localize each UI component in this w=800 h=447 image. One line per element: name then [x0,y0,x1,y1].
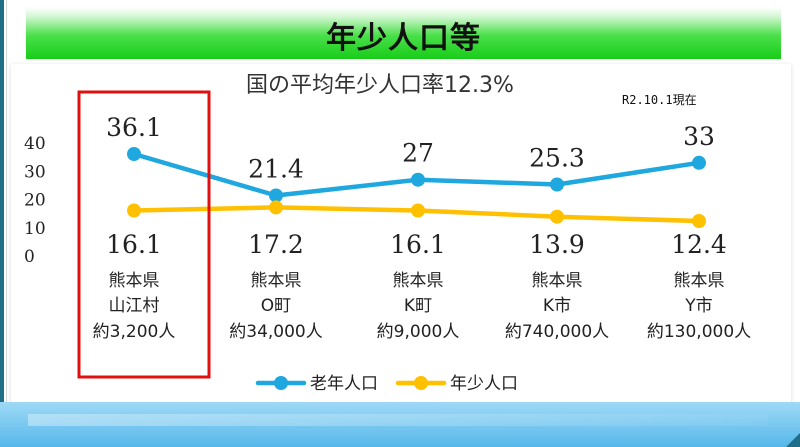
category-label: 熊本県 [109,271,160,291]
chart-panel [11,64,791,408]
data-point-youth [692,214,706,228]
data-label-youth: 16.1 [390,230,446,259]
highlight-box [77,90,211,379]
category-label: 約9,000人 [377,322,460,342]
data-point-youth [269,200,283,215]
title-banner: 年少人口等 [26,7,781,59]
data-label-elderly: 21.4 [248,155,304,184]
category-label: K市 [543,296,571,316]
category-labels: 熊本県山江村約3,200人熊本県O町約34,000人熊本県K町約9,000人熊本… [93,271,751,342]
y-tick-label: 40 [24,134,46,154]
y-axis-ticks: 0 10 20 30 40 [24,134,46,267]
data-point-elderly [269,188,283,203]
y-tick-label: 30 [24,162,46,182]
data-label-elderly: 25.3 [529,144,585,173]
data-label-youth: 12.4 [671,230,727,259]
y-tick-label: 10 [24,219,46,239]
data-point-youth [411,203,425,218]
bottom-banner [0,402,800,447]
date-note: R2.10.1現在 [622,93,697,107]
y-tick-label: 0 [24,247,35,267]
data-point-youth [550,209,564,224]
category-label: Y市 [684,296,712,316]
left-accent-bar [0,0,4,447]
category-label: 山江村 [109,296,160,316]
category-label: 約34,000人 [229,322,322,342]
category-label: 約3,200人 [93,322,176,342]
y-tick-label: 20 [24,191,46,211]
left-accent-line [6,0,7,447]
category-label: 熊本県 [393,271,444,291]
category-label: 約130,000人 [647,322,751,342]
category-label: 約740,000人 [505,322,609,342]
legend: 老年人口 年少人口 [255,374,518,394]
data-labels: 36.1 21.4 27 25.3 33 16.1 17.2 16.1 13.9 12.4 [106,113,727,259]
category-label: 熊本県 [251,271,302,291]
legend-label-elderly: 老年人口 [310,374,378,394]
category-label: K町 [404,296,432,316]
page-title: 年少人口等 [326,21,481,56]
data-point-youth [127,203,141,218]
data-label-youth: 16.1 [106,230,162,259]
data-label-elderly: 33 [683,122,715,151]
data-label-elderly: 36.1 [106,113,162,142]
corner-triangle-icon [786,433,800,447]
series-points [127,147,706,228]
bottom-banner-shine [28,414,768,426]
legend-label-youth: 年少人口 [450,374,518,394]
category-label: 熊本県 [674,271,725,291]
chart-title: 国の平均年少人口率12.3% [246,73,514,98]
data-label-youth: 17.2 [248,230,304,259]
category-label: O町 [261,296,291,316]
data-point-elderly [127,147,141,161]
data-point-elderly [550,177,564,192]
legend-marker-elderly [274,376,288,390]
legend-marker-youth [414,376,428,390]
data-label-youth: 13.9 [529,230,585,259]
data-label-elderly: 27 [402,139,434,168]
data-point-elderly [411,172,425,187]
category-label: 熊本県 [532,271,583,291]
data-point-elderly [692,155,706,170]
